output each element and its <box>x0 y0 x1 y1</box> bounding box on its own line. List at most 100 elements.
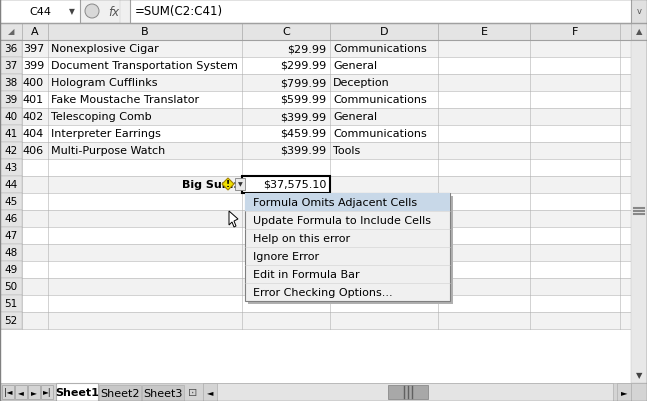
Text: A: A <box>31 27 39 37</box>
Bar <box>0 261 22 278</box>
Text: 46: 46 <box>5 213 17 223</box>
Text: 38: 38 <box>5 78 17 88</box>
Bar <box>248 196 453 304</box>
Text: Error Checking Options...: Error Checking Options... <box>253 287 393 297</box>
Text: $459.99: $459.99 <box>280 129 326 139</box>
Bar <box>0 176 22 194</box>
Bar <box>0 24 631 41</box>
Bar <box>0 312 22 329</box>
Text: ►|: ►| <box>43 387 51 397</box>
Text: 51: 51 <box>5 298 17 308</box>
Bar <box>0 227 22 244</box>
Bar <box>388 385 428 399</box>
Bar <box>0 0 80 24</box>
Bar <box>245 194 450 301</box>
Text: C44: C44 <box>29 7 51 17</box>
Bar <box>22 261 631 278</box>
Bar <box>530 24 620 41</box>
Text: B: B <box>141 27 149 37</box>
Bar <box>22 143 631 160</box>
Bar <box>22 126 631 143</box>
Bar <box>22 244 631 261</box>
Text: 37: 37 <box>5 61 17 71</box>
Text: Formula Omits Adjacent Cells: Formula Omits Adjacent Cells <box>253 198 417 207</box>
Bar <box>242 24 330 41</box>
Bar <box>0 126 22 143</box>
Text: Communications: Communications <box>333 44 427 54</box>
Text: Sheet1: Sheet1 <box>55 387 99 397</box>
Text: 47: 47 <box>5 231 17 241</box>
Bar <box>0 160 22 176</box>
Bar <box>22 75 631 92</box>
Text: General: General <box>333 112 377 122</box>
Text: Sheet3: Sheet3 <box>144 388 182 398</box>
Text: $37,575.10: $37,575.10 <box>263 180 326 190</box>
Bar <box>22 278 631 295</box>
Bar <box>330 24 438 41</box>
Bar <box>617 383 631 401</box>
Bar <box>22 41 631 58</box>
Text: 39: 39 <box>5 95 17 105</box>
Bar <box>0 211 22 227</box>
Text: fx: fx <box>108 6 119 18</box>
Text: Telescoping Comb: Telescoping Comb <box>51 112 151 122</box>
Text: ⊡: ⊡ <box>188 387 197 397</box>
Bar <box>22 24 48 41</box>
Text: 40: 40 <box>5 112 17 122</box>
Bar <box>438 24 530 41</box>
Text: Interpreter Earrings: Interpreter Earrings <box>51 129 161 139</box>
Polygon shape <box>229 211 238 227</box>
Text: Ignore Error: Ignore Error <box>253 251 319 261</box>
Bar <box>631 383 647 401</box>
Text: F: F <box>572 27 578 37</box>
Text: Deception: Deception <box>333 78 389 88</box>
Bar <box>631 41 647 383</box>
Text: Fake Moustache Translator: Fake Moustache Translator <box>51 95 199 105</box>
Bar <box>22 109 631 126</box>
Circle shape <box>85 5 99 19</box>
Bar <box>22 92 631 109</box>
Bar <box>48 24 242 41</box>
Bar <box>22 58 631 75</box>
Text: 48: 48 <box>5 247 17 257</box>
Bar <box>0 0 647 24</box>
Bar <box>631 0 647 24</box>
Text: 52: 52 <box>5 315 17 325</box>
Text: Multi-Purpose Watch: Multi-Purpose Watch <box>51 146 165 156</box>
Bar <box>142 385 184 401</box>
Bar <box>631 24 647 41</box>
Text: D: D <box>380 27 388 37</box>
Text: 50: 50 <box>5 281 17 291</box>
Bar <box>0 75 22 92</box>
Text: 402: 402 <box>23 112 44 122</box>
Bar <box>0 194 22 211</box>
Text: $29.99: $29.99 <box>287 44 326 54</box>
Bar <box>80 0 120 24</box>
Text: Big Sum:: Big Sum: <box>182 180 238 190</box>
Text: 45: 45 <box>5 196 17 207</box>
Bar <box>242 176 330 194</box>
Text: Edit in Formula Bar: Edit in Formula Bar <box>253 269 360 279</box>
Text: 44: 44 <box>5 180 17 190</box>
Bar <box>0 24 22 41</box>
Bar <box>22 227 631 244</box>
Text: 404: 404 <box>23 129 44 139</box>
Text: Document Transportation System: Document Transportation System <box>51 61 238 71</box>
Text: Communications: Communications <box>333 129 427 139</box>
Text: ◄: ◄ <box>207 387 214 397</box>
Text: 49: 49 <box>5 264 17 274</box>
Bar <box>99 385 141 401</box>
Bar <box>22 160 631 176</box>
Bar <box>203 383 217 401</box>
Text: 401: 401 <box>23 95 44 105</box>
Text: !: ! <box>226 180 230 189</box>
Text: $599.99: $599.99 <box>280 95 326 105</box>
Bar <box>0 295 22 312</box>
Text: 400: 400 <box>23 78 44 88</box>
Bar <box>22 295 631 312</box>
Bar <box>245 194 450 211</box>
Text: ◄: ◄ <box>18 387 24 397</box>
Text: Communications: Communications <box>333 95 427 105</box>
Bar <box>15 385 27 399</box>
Bar <box>0 109 22 126</box>
